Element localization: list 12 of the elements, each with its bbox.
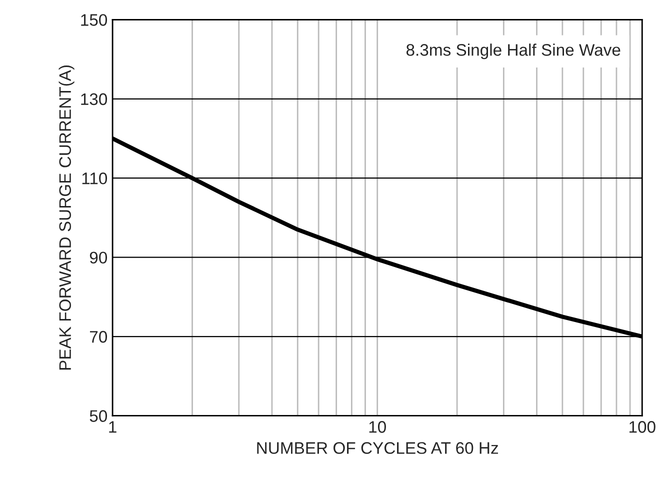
y-tick-label: 150	[81, 14, 108, 26]
x-axis-title: NUMBER OF CYCLES AT 60 Hz	[257, 442, 498, 454]
x-tick-label: 100	[630, 421, 656, 433]
y-tick-label: 110	[82, 172, 108, 184]
x-tick-label: 10	[369, 421, 386, 433]
y-tick-label: 90	[90, 252, 108, 264]
y-axis-title: PEAK FORWARD SURGE CURRENT(A)	[58, 65, 74, 370]
x-tick-label: 1	[109, 421, 116, 433]
y-tick-label: 70	[90, 330, 108, 343]
y-tick-label: 130	[81, 93, 108, 106]
y-tick-label: 50	[90, 410, 108, 422]
annotation: 8.3ms Single Half Sine Wave	[406, 44, 620, 60]
